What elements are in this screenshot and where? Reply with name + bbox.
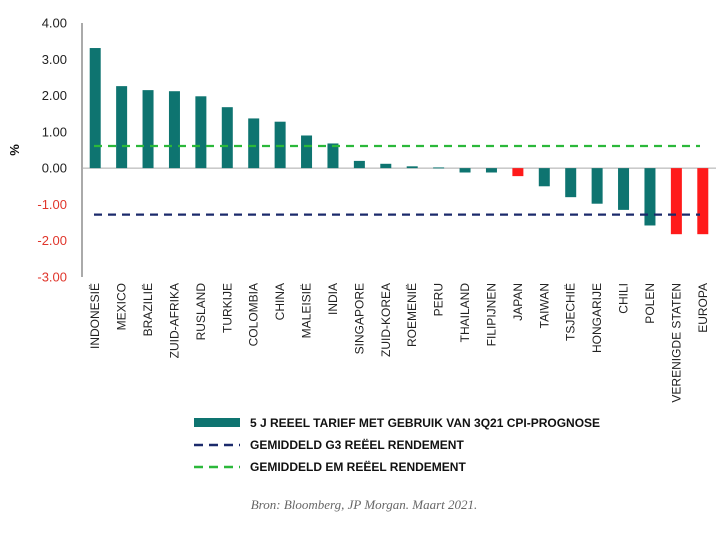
bar-maleisi- [301,135,313,169]
bar-mexico [116,86,128,169]
category-label: POLEN [643,283,657,324]
category-label: TURKIJE [220,283,234,333]
bar-turkije [221,107,233,169]
bar-zuid-afrika [168,91,180,169]
bar-verenigde-staten [670,168,682,235]
bar-europa [697,168,709,235]
category-label: FILIPIJNEN [484,283,498,346]
bar-indonesi- [89,48,101,169]
category-label: JAPAN [511,283,525,321]
bar-rusland [195,96,207,169]
bars [89,48,709,235]
category-label: CHILI [617,283,631,314]
y-tick-label: -1.00 [37,197,67,212]
category-label: HONGARIJE [590,283,604,353]
legend-label-em-line: GEMIDDELD EM REËEL RENDEMENT [250,459,466,474]
bar-polen [644,168,656,226]
bar-tsjechi- [565,168,577,198]
category-label: RUSLAND [194,283,208,341]
category-label: CHINA [273,283,287,320]
y-tick-label: 0.00 [42,161,67,176]
y-tick-label: 1.00 [42,124,67,139]
y-tick-label: -3.00 [37,270,67,285]
legend-label-bars: 5 J REEEL TARIEF MET GEBRUIK VAN 3Q21 CP… [250,416,600,430]
bar-zuid-korea [380,163,392,169]
category-label: COLOMBIA [247,283,261,346]
reference-lines [94,144,700,216]
category-label: SINGAPORE [352,283,366,354]
category-label: MALEISIË [300,283,314,338]
bar-india [327,143,339,169]
bar-taiwan [538,168,550,187]
category-label: BRAZILIË [141,283,155,336]
category-label: THAILAND [458,283,472,343]
bar-roemeni- [406,166,418,169]
bar-hongarije [591,168,603,204]
category-label: ZUID-KOREA [379,283,393,357]
legend-label-g3-line: GEMIDDELD G3 REËEL RENDEMENT [250,437,464,452]
y-axis-ticks: 4.00 3.00 2.00 1.00 0.00 -1.00 -2.00 -3.00 [37,16,67,285]
category-label: TAIWAN [537,283,551,328]
category-label: ZUID-AFRIKA [167,283,181,358]
bar-japan [512,168,524,177]
y-tick-label: 3.00 [42,52,67,67]
category-label: INDIA [326,283,340,315]
category-label: PERU [432,283,446,316]
legend-swatch-bars [194,418,240,427]
source-note: Bron: Bloomberg, JP Morgan. Maart 2021. [250,497,478,512]
category-label: EUROPA [696,283,710,333]
legend: 5 J REEEL TARIEF MET GEBRUIK VAN 3Q21 CP… [194,416,600,474]
category-label: MEXICO [115,283,129,330]
y-tick-label: -2.00 [37,233,67,248]
bar-colombia [248,118,260,169]
y-tick-label: 2.00 [42,88,67,103]
bar-thailand [459,168,471,173]
category-label: ROEMENIË [405,283,419,347]
category-label: VERENIGDE STATEN [669,283,683,403]
y-tick-label: 4.00 [42,16,67,31]
bar-chili [618,168,630,210]
bar-singapore [353,160,365,169]
bar-brazili- [142,90,154,169]
bar-peru [433,167,445,169]
category-label: TSJECHIË [564,283,578,341]
bar-filipijnen [485,168,497,173]
y-axis-label: % [7,144,22,156]
axes [81,23,716,277]
category-labels: INDONESIË MEXICO BRAZILIË ZUID-AFRIKA RUSLAN… [88,283,710,403]
category-label: INDONESIË [88,283,102,349]
